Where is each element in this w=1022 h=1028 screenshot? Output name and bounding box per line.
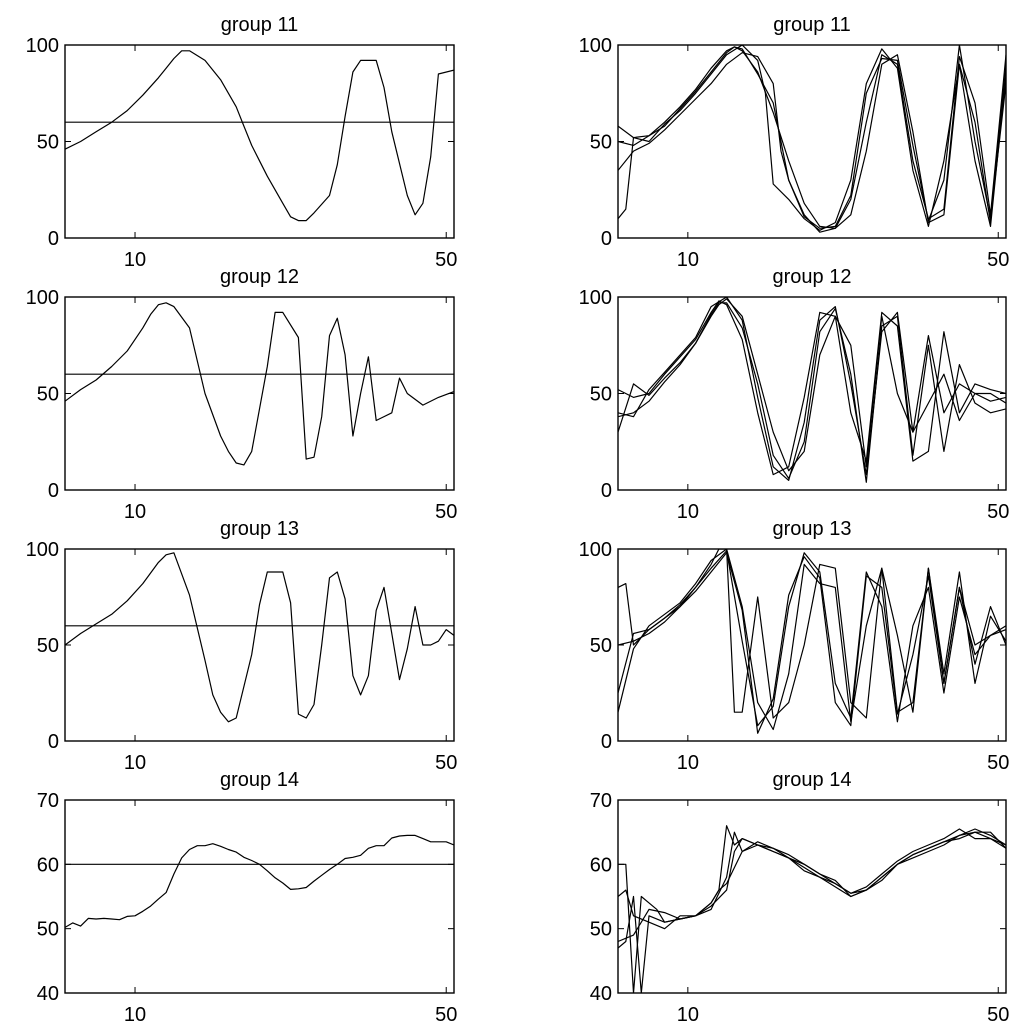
chart-panel-5: group 13 0 50 100 10 50	[26, 518, 458, 774]
x-tick-label: 10	[677, 1004, 699, 1026]
plot-frame	[64, 799, 455, 994]
series-line-1	[65, 834, 454, 928]
plot-frame	[64, 296, 455, 491]
plot-frame	[617, 548, 1007, 742]
x-tick-label: 10	[124, 249, 146, 271]
series-line-1	[65, 50, 454, 222]
series-line-1	[618, 46, 1006, 229]
y-tick-label: 0	[601, 480, 612, 502]
series-line-2	[618, 828, 1006, 993]
x-tick-label: 10	[677, 501, 699, 523]
chart-panel-1: group 11 0 50 100 10 50	[26, 14, 458, 271]
chart-title: group 13	[773, 518, 852, 540]
series-line-2	[618, 549, 1006, 731]
x-tick-label: 50	[435, 1004, 457, 1026]
series-line-3	[618, 550, 1006, 727]
y-tick-label: 50	[590, 635, 612, 657]
plot-area	[618, 297, 1006, 483]
x-tick-label: 50	[435, 249, 457, 271]
x-tick-label: 10	[677, 752, 699, 774]
chart-panel-6: group 13 0 50 100 10 50	[579, 518, 1010, 774]
chart-title: group 14	[773, 769, 852, 791]
y-tick-label: 70	[590, 790, 612, 812]
chart-title: group 11	[773, 14, 850, 36]
y-tick-label: 100	[579, 35, 612, 57]
y-tick-label: 40	[590, 983, 612, 1005]
y-tick-label: 0	[48, 228, 59, 250]
plot-area	[618, 45, 1006, 233]
series-line-1	[65, 552, 454, 723]
plot-frame	[617, 44, 1007, 239]
chart-panel-8: group 14 40 50 60 70 10 50	[590, 769, 1010, 1026]
series-line-1	[618, 825, 1006, 993]
plot-frame	[617, 799, 1007, 994]
y-tick-label: 50	[590, 132, 612, 154]
x-tick-label: 50	[987, 752, 1009, 774]
plot-area	[65, 552, 454, 723]
chart-title: group 12	[220, 266, 299, 288]
x-tick-label: 50	[435, 752, 457, 774]
y-tick-label: 100	[26, 35, 59, 57]
series-line-3	[618, 831, 1006, 930]
y-tick-label: 100	[579, 287, 612, 309]
y-tick-label: 50	[590, 919, 612, 941]
y-tick-label: 40	[37, 983, 59, 1005]
x-tick-label: 10	[124, 1004, 146, 1026]
y-tick-label: 0	[48, 480, 59, 502]
y-tick-label: 70	[37, 790, 59, 812]
chart-title: group 13	[220, 518, 299, 540]
y-tick-label: 0	[601, 228, 612, 250]
x-tick-label: 10	[677, 249, 699, 271]
y-tick-label: 0	[48, 731, 59, 753]
plot-area	[65, 302, 454, 466]
plot-frame	[617, 296, 1007, 491]
chart-title: group 11	[221, 14, 298, 36]
chart-panel-3: group 12 0 50 100 10 50	[26, 266, 458, 523]
series-line-4	[618, 831, 1006, 943]
y-tick-label: 50	[37, 384, 59, 406]
chart-title: group 12	[773, 266, 852, 288]
plot-frame	[64, 548, 455, 742]
series-line-4	[618, 45, 1006, 229]
series-line-3	[618, 300, 1006, 476]
chart-panel-7: group 14 40 50 60 70 10 50	[37, 769, 458, 1026]
series-line-1	[618, 298, 1006, 472]
y-tick-label: 100	[579, 539, 612, 561]
y-tick-label: 50	[37, 635, 59, 657]
y-tick-label: 100	[26, 287, 59, 309]
x-tick-label: 50	[435, 501, 457, 523]
plot-area	[65, 834, 454, 928]
y-tick-label: 60	[37, 854, 59, 876]
x-tick-label: 50	[987, 249, 1009, 271]
chart-panel-2: group 11 0 50 100 10 50	[579, 14, 1010, 271]
plot-area	[618, 549, 1006, 734]
plot-area	[65, 50, 454, 222]
y-tick-label: 0	[601, 731, 612, 753]
series-line-1	[65, 302, 454, 466]
plot-frame	[64, 44, 455, 239]
x-tick-label: 10	[124, 501, 146, 523]
y-tick-label: 100	[26, 539, 59, 561]
chart-title: group 14	[220, 769, 299, 791]
series-line-4	[618, 552, 1006, 734]
x-tick-label: 50	[987, 1004, 1009, 1026]
y-tick-label: 50	[590, 384, 612, 406]
x-tick-label: 50	[987, 501, 1009, 523]
y-tick-label: 50	[37, 132, 59, 154]
chart-panel-4: group 12 0 50 100 10 50	[579, 266, 1010, 523]
y-tick-label: 50	[37, 919, 59, 941]
series-line-3	[618, 45, 1006, 231]
series-line-2	[618, 302, 1006, 483]
series-line-4	[618, 297, 1006, 481]
x-tick-label: 10	[124, 752, 146, 774]
plot-area	[618, 825, 1006, 993]
y-tick-label: 60	[590, 854, 612, 876]
